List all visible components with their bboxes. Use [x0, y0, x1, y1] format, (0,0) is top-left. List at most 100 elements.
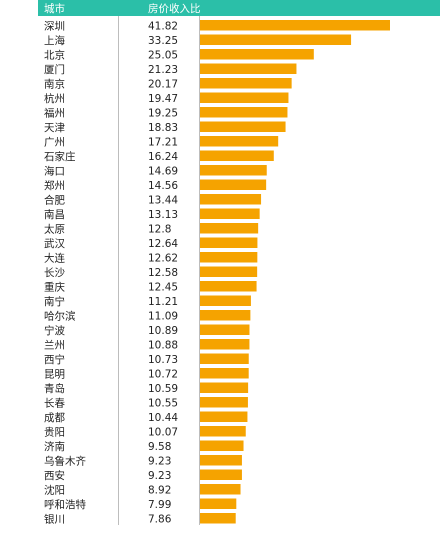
bar	[200, 223, 259, 234]
city-label: 大连	[44, 251, 65, 264]
city-label: 厦门	[44, 63, 65, 76]
bar	[200, 92, 289, 103]
value-label: 12.64	[148, 238, 178, 250]
city-label: 石家庄	[44, 150, 76, 163]
city-label: 合肥	[44, 193, 65, 206]
bar	[200, 426, 246, 437]
value-label: 18.83	[148, 122, 178, 134]
city-label: 成都	[44, 412, 65, 424]
chart-rows: 深圳 41.82 上海 33.25 北京 25.05 厦门 21.23 南京 20.17 杭州 19.…	[44, 20, 390, 525]
city-label: 福州	[44, 106, 65, 119]
bar	[200, 368, 249, 379]
bar	[200, 353, 249, 364]
bar	[200, 281, 257, 292]
value-label: 21.23	[148, 64, 178, 76]
city-label: 长沙	[44, 267, 65, 279]
value-label: 7.86	[148, 513, 172, 525]
value-label: 13.13	[148, 209, 178, 221]
value-label: 10.89	[148, 325, 178, 337]
value-label: 12.8	[148, 223, 171, 235]
value-label: 10.55	[148, 397, 178, 409]
bar	[200, 208, 260, 219]
city-label: 深圳	[44, 20, 65, 32]
city-label: 银川	[44, 512, 65, 525]
city-label: 沈阳	[44, 483, 65, 496]
bar	[200, 310, 251, 321]
value-label: 8.92	[148, 484, 171, 496]
city-label: 武汉	[44, 237, 65, 250]
header-bar	[38, 0, 440, 16]
value-label: 9.23	[148, 455, 171, 467]
bar	[200, 136, 279, 147]
city-label: 昆明	[44, 368, 65, 380]
bar	[200, 397, 248, 408]
value-label: 9.58	[148, 441, 171, 453]
value-label: 10.59	[148, 383, 178, 395]
bar	[200, 324, 250, 335]
value-label: 19.47	[148, 93, 178, 105]
bar	[200, 295, 251, 306]
bar	[200, 440, 244, 451]
value-label: 19.25	[148, 107, 178, 119]
city-label: 重庆	[44, 280, 65, 293]
bar	[200, 455, 242, 466]
city-label: 广州	[44, 136, 65, 148]
city-label: 北京	[44, 48, 65, 61]
bar	[200, 339, 250, 350]
city-label: 呼和浩特	[44, 499, 86, 511]
header-city: 城市	[44, 2, 65, 15]
bar	[200, 194, 262, 205]
bar	[200, 411, 248, 422]
city-label: 上海	[44, 34, 65, 47]
value-label: 10.73	[148, 354, 178, 366]
value-label: 14.56	[148, 180, 178, 192]
bar	[200, 165, 267, 176]
city-label: 贵阳	[44, 425, 65, 438]
bar	[200, 150, 274, 161]
bar	[200, 484, 241, 495]
city-label: 太原	[44, 222, 65, 235]
city-label: 青岛	[44, 382, 65, 395]
city-label: 杭州	[44, 92, 65, 105]
city-label: 南昌	[44, 208, 65, 221]
bar	[200, 252, 258, 263]
city-label: 南宁	[44, 295, 65, 308]
bar	[200, 107, 288, 118]
bar	[200, 34, 352, 45]
value-label: 10.88	[148, 339, 178, 351]
bar	[200, 49, 314, 60]
value-label: 9.23	[148, 470, 171, 482]
city-label: 济南	[44, 440, 65, 453]
value-label: 11.21	[148, 296, 178, 308]
value-label: 13.44	[148, 194, 178, 206]
value-label: 10.72	[148, 368, 178, 380]
city-label: 哈尔滨	[44, 309, 76, 322]
bar	[200, 179, 267, 190]
value-label: 33.25	[148, 35, 178, 47]
bar	[200, 237, 258, 248]
bar	[200, 513, 236, 524]
value-label: 12.62	[148, 252, 178, 264]
value-label: 10.44	[148, 412, 178, 424]
city-label: 长春	[44, 397, 65, 409]
city-label: 海口	[44, 164, 65, 177]
city-label: 南京	[44, 77, 65, 90]
value-label: 16.24	[148, 151, 178, 163]
city-label: 兰州	[44, 338, 65, 351]
city-label: 天津	[44, 122, 65, 134]
city-label: 西安	[44, 469, 65, 482]
city-label: 西宁	[44, 353, 65, 366]
bar	[200, 469, 242, 480]
city-label: 乌鲁木齐	[44, 454, 86, 467]
value-label: 12.45	[148, 281, 178, 293]
bar	[200, 498, 237, 509]
bar	[200, 20, 390, 31]
value-label: 20.17	[148, 78, 178, 90]
city-label: 郑州	[44, 179, 65, 192]
city-label: 宁波	[44, 324, 65, 337]
bar	[200, 382, 249, 393]
bar	[200, 78, 292, 89]
value-label: 11.09	[148, 310, 178, 322]
bar	[200, 121, 286, 132]
